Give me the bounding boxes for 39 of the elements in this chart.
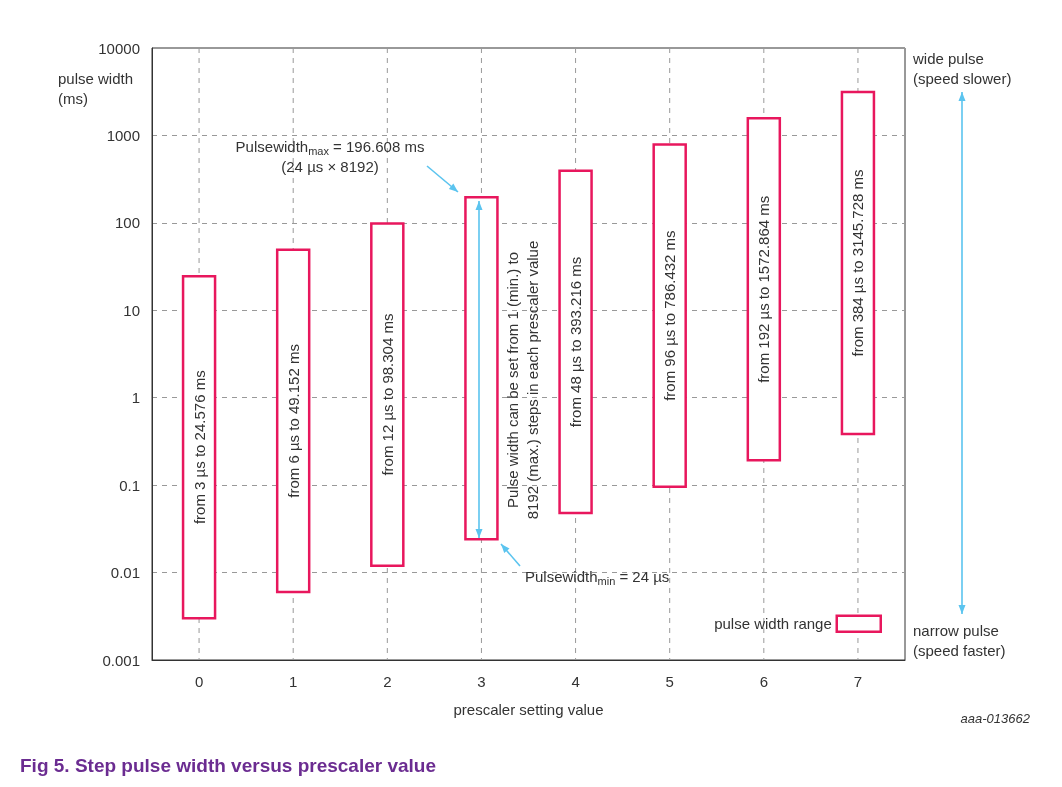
y-tick-label: 10000 <box>98 39 140 57</box>
annotation: Pulse width can be set from 1 (min.) to 8192 (max.) steps in each prescaler value <box>503 240 541 520</box>
data-label: from 48 µs to 393.216 ms <box>567 256 585 428</box>
bar <box>746 116 782 462</box>
text: wide pulse (speed slower) <box>912 49 1012 87</box>
x-tick-label: 0 <box>194 673 204 690</box>
x-tick-label: 4 <box>571 673 580 690</box>
bar <box>652 143 687 488</box>
data-label: from 3 µs to 24.576 ms <box>190 370 208 525</box>
y-tick-label: 10 <box>123 301 140 319</box>
x-tick-label: 7 <box>853 673 863 690</box>
data-label: from 384 µs to 3145.728 ms <box>849 169 867 357</box>
text: Fig 5. Step pulse width versus prescaler value <box>20 755 437 776</box>
bar <box>558 169 593 515</box>
y-tick-label: 100 <box>114 214 140 232</box>
x-tick-label: 2 <box>383 673 392 690</box>
y-axis-title: pulse width (ms) <box>58 69 134 107</box>
bar <box>464 195 499 541</box>
y-tick-label: 1 <box>131 389 140 407</box>
y-tick-label: 0.1 <box>119 476 140 494</box>
y-tick-label: 1000 <box>106 126 140 144</box>
y-tick-label: 0.01 <box>110 564 140 582</box>
bar <box>181 274 217 620</box>
data-label: from 96 µs to 786.432 ms <box>661 230 679 401</box>
text: narrow pulse (speed faster) <box>913 621 1006 659</box>
legend-label: pulse width range <box>714 615 832 633</box>
bar <box>370 222 405 567</box>
x-tick-label: 3 <box>477 673 486 690</box>
data-label: from 12 µs to 98.304 ms <box>378 313 396 476</box>
x-tick-label: 6 <box>759 673 768 690</box>
x-tick-label: 5 <box>665 673 674 690</box>
y-tick-label: 0.001 <box>102 651 140 669</box>
x-tick-label: 1 <box>289 673 298 690</box>
data-label: from 192 µs to 1572.864 ms <box>755 195 773 383</box>
text: aaa-013662 <box>960 710 1031 726</box>
data-label: from 6 µs to 49.152 ms <box>284 344 302 498</box>
bar <box>840 90 876 436</box>
x-axis-title: prescaler setting value <box>453 701 604 718</box>
bar <box>275 248 311 594</box>
